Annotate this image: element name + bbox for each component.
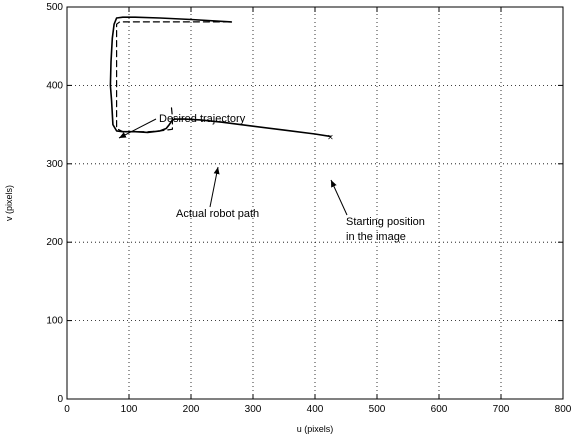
annotation-starting-position-arrow	[330, 179, 348, 216]
series-group	[109, 16, 332, 138]
x-tick-label: 100	[121, 404, 138, 415]
annotation-desired-trajectory: Desired trajectory	[159, 113, 246, 125]
annotation-desired-trajectory-arrow	[118, 118, 157, 139]
desired-trajectory-line	[115, 21, 230, 133]
actual-path-line	[109, 16, 332, 138]
grid-lines	[67, 7, 563, 399]
y-tick-label: 400	[46, 80, 63, 91]
y-tick-label: 100	[46, 316, 63, 327]
y-tick-label: 0	[57, 394, 63, 405]
x-tick-label: 500	[369, 404, 386, 415]
y-tick-label: 200	[46, 237, 63, 248]
x-tick-label: 700	[493, 404, 510, 415]
x-tick-label: 200	[183, 404, 200, 415]
y-tick-label: 500	[46, 2, 63, 13]
x-tick-label: 300	[245, 404, 262, 415]
axis-ticks: 0 100 200 300 400 500 600 700 800 0 100 200 300 400 50…	[46, 2, 571, 415]
annotation-actual-robot-path-arrow	[209, 166, 220, 208]
x-tick-label: 400	[307, 404, 324, 415]
annotation-in-the-image: in the image	[346, 231, 406, 243]
x-axis-label: u (pixels)	[297, 424, 334, 434]
start-marker: ×	[328, 132, 334, 143]
x-tick-label: 0	[64, 404, 70, 415]
annotations-group: Desired trajectory Actual robot path Start…	[118, 113, 425, 243]
y-tick-label: 300	[46, 159, 63, 170]
annotation-starting-position: Starting position	[346, 216, 425, 228]
x-tick-label: 600	[431, 404, 448, 415]
annotation-actual-robot-path: Actual robot path	[176, 208, 259, 220]
y-axis-label: v (pixels)	[4, 185, 14, 221]
x-tick-label: 800	[555, 404, 572, 415]
